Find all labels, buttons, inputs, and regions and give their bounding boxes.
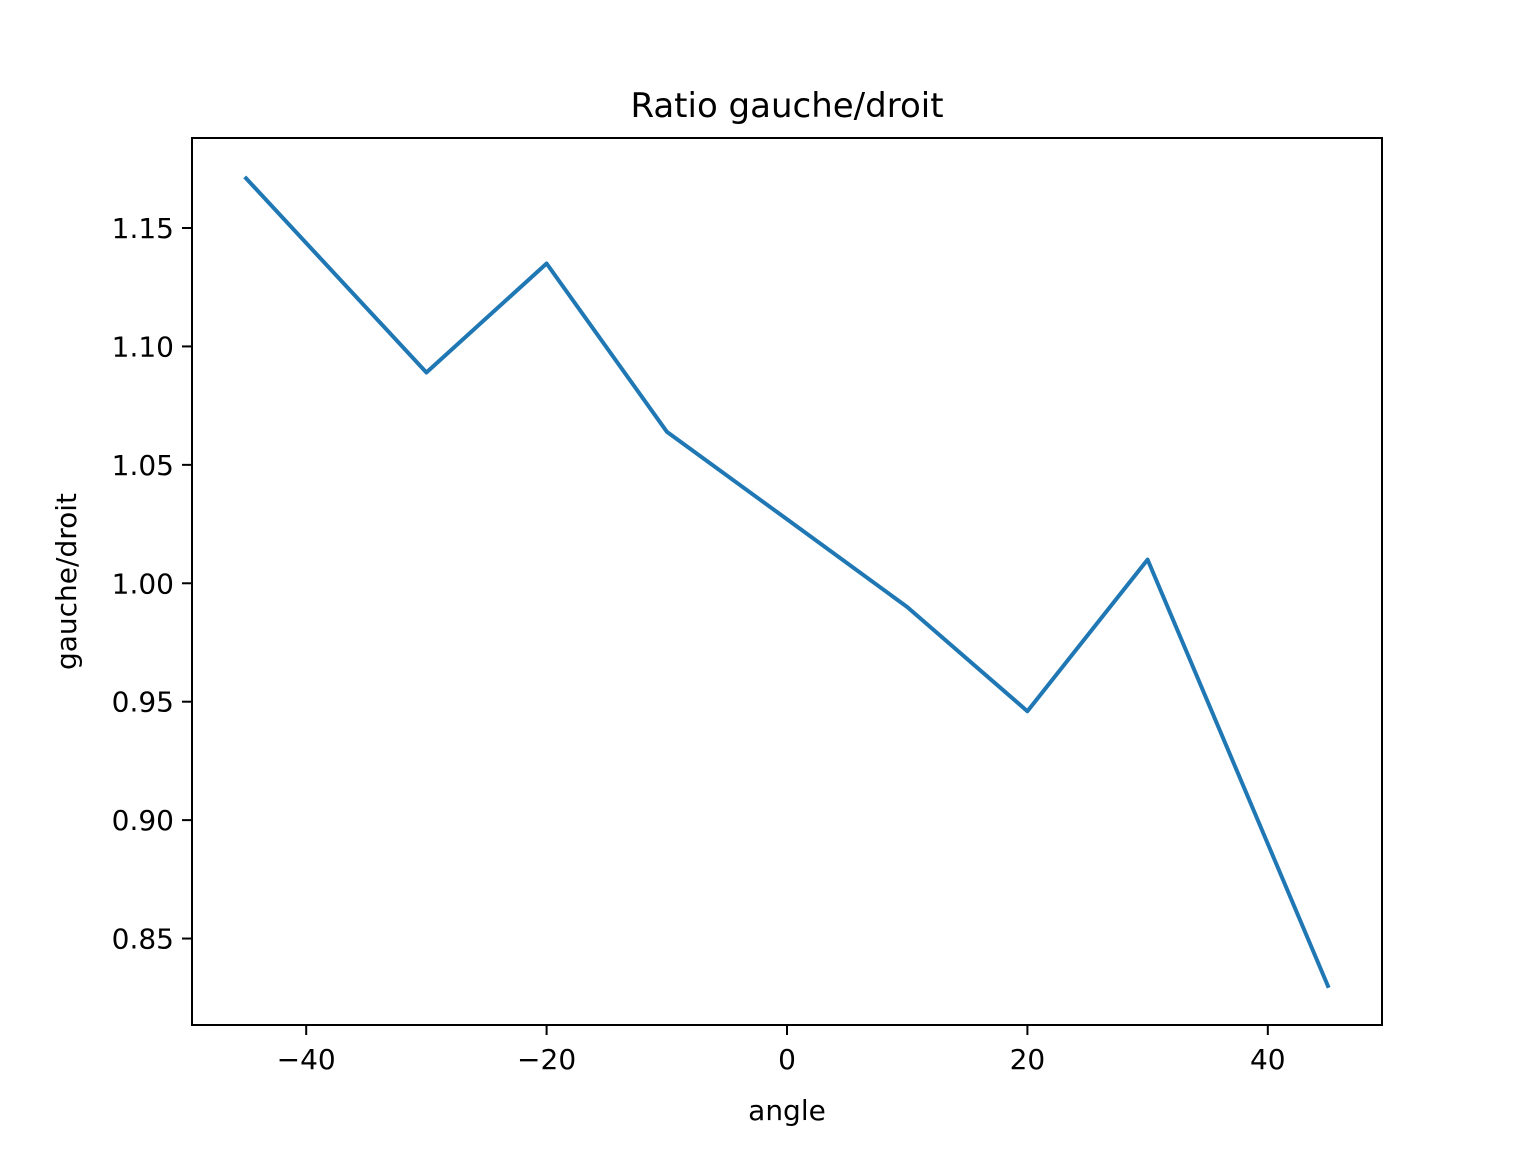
x-tick-label: −20 [517, 1043, 576, 1076]
y-tick-label: 1.15 [112, 212, 174, 245]
x-tick-label: 0 [778, 1043, 796, 1076]
chart-title: Ratio gauche/droit [630, 86, 943, 126]
y-tick-label: 0.85 [112, 923, 174, 956]
y-axis-label: gauche/droit [50, 493, 83, 670]
series-line [243, 175, 1331, 989]
x-tick-label: 40 [1250, 1043, 1286, 1076]
y-tick-label: 0.95 [112, 686, 174, 719]
x-axis-label: angle [748, 1094, 826, 1127]
series-layer [243, 175, 1331, 989]
y-tick-label: 1.10 [112, 330, 174, 363]
x-tick-label: −40 [277, 1043, 336, 1076]
x-axis-ticks: −40 −20 0 20 40 [277, 1025, 1286, 1076]
y-tick-label: 1.00 [112, 567, 174, 600]
x-tick-label: 20 [1010, 1043, 1046, 1076]
y-tick-label: 1.05 [112, 449, 174, 482]
plot-frame [191, 137, 1383, 1026]
y-tick-label: 0.90 [112, 804, 174, 837]
y-axis-ticks: 0.85 0.90 0.95 1.00 1.05 1.10 1.15 [112, 212, 192, 956]
